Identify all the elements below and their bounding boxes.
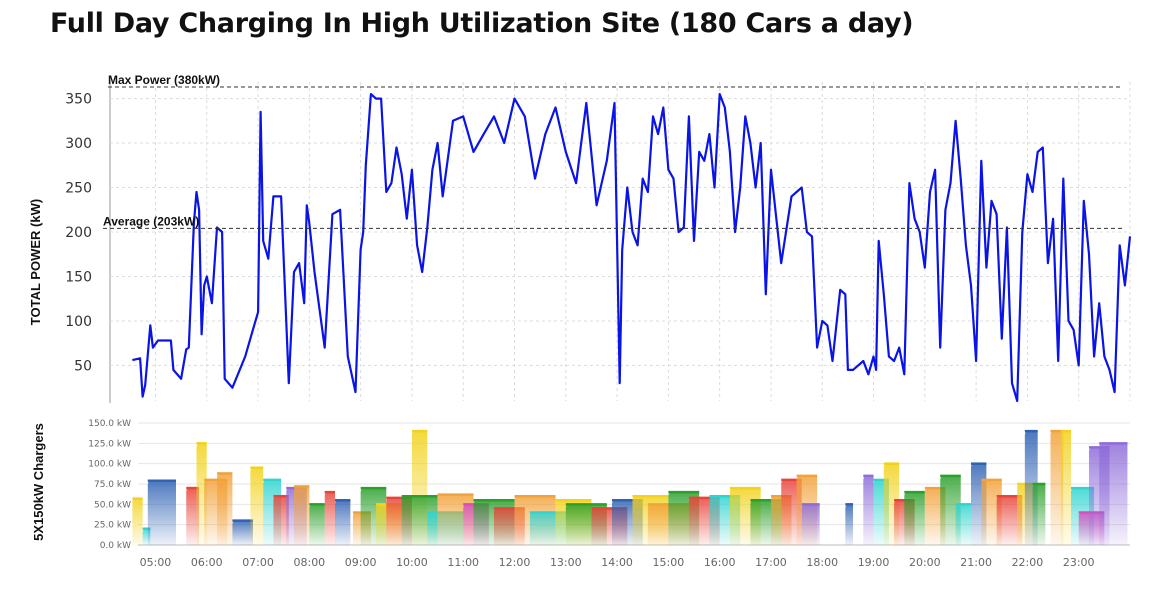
bottom-x-tick-label: 15:00 [653, 556, 685, 569]
top-y-axis-label: TOTAL POWER (kW) [28, 199, 43, 325]
average-label: Average (203kW) [103, 214, 199, 228]
charger-session-area [273, 496, 289, 545]
charger-session-area [863, 475, 874, 545]
bottom-x-tick-label: 11:00 [447, 556, 479, 569]
charger-session-area [250, 467, 264, 545]
charger-session-area [1099, 443, 1128, 545]
top-series-group [132, 92, 1132, 403]
bottom-y-tick-label: 75.0 kW [94, 480, 131, 490]
page-title: Full Day Charging In High Utilization Si… [50, 8, 914, 39]
bottom-x-tick-label: 22:00 [1012, 556, 1044, 569]
top-y-tick-label: 350 [65, 92, 92, 108]
bottom-y-tick-label: 25.0 kW [94, 521, 131, 531]
bottom-y-tick-label: 50.0 kW [94, 500, 131, 510]
bottom-y-tick-label: 125.0 kW [88, 439, 131, 449]
bottom-y-ticks: 0.0 kW 25.0 kW 50.0 kW 75.0 kW 100.0 kW 125.0… [88, 419, 131, 551]
bottom-y-tick-label: 150.0 kW [88, 419, 131, 429]
charger-session-area [1060, 431, 1072, 545]
charger-session-area [955, 504, 971, 545]
bottom-x-tick-label: 19:00 [858, 556, 890, 569]
bottom-x-tick-label: 10:00 [396, 556, 428, 569]
top-y-tick-label: 150 [65, 269, 92, 285]
bottom-x-tick-label: 20:00 [909, 556, 941, 569]
charger-session-area [996, 496, 1023, 545]
bottom-x-tick-label: 13:00 [550, 556, 582, 569]
bottom-x-tick-label: 17:00 [755, 556, 787, 569]
max-power-label: Max Power (380kW) [108, 73, 220, 87]
top-y-ticks: 50 100 150 200 250 300 350 [65, 92, 92, 375]
charger-session-area [1050, 431, 1064, 545]
bottom-sessions-group [132, 429, 1128, 545]
top-y-tick-label: 300 [65, 136, 92, 152]
total-power-series-line [132, 92, 1132, 403]
charger-session-area [309, 504, 325, 545]
bottom-y-tick-label: 100.0 kW [88, 460, 131, 470]
bottom-y-axis-label: 5X150kW Chargers [31, 423, 46, 541]
bottom-x-tick-label: 18:00 [806, 556, 838, 569]
total-power-line-chart: 50 100 150 200 250 300 350 Max Power (380kW) Av… [28, 73, 1132, 403]
charger-session-area [801, 504, 820, 545]
charger-session-area [334, 500, 351, 545]
bottom-x-tick-label: 07:00 [242, 556, 274, 569]
bottom-x-tick-label: 14:00 [601, 556, 633, 569]
top-y-tick-label: 250 [65, 181, 92, 197]
charger-session-area [132, 498, 143, 545]
top-y-tick-label: 200 [65, 225, 92, 241]
bottom-y-tick-label: 0.0 kW [100, 541, 131, 551]
charger-session-area [186, 488, 200, 545]
top-y-tick-label: 50 [74, 358, 92, 374]
bottom-x-tick-label: 21:00 [960, 556, 992, 569]
charger-session-area [217, 473, 233, 545]
bottom-x-tick-label: 08:00 [293, 556, 325, 569]
bottom-x-tick-label: 23:00 [1063, 556, 1095, 569]
bottom-x-tick-label: 06:00 [191, 556, 223, 569]
charger-session-area [324, 492, 335, 545]
charger-session-area [232, 520, 253, 545]
bottom-x-tick-label: 09:00 [345, 556, 377, 569]
bottom-x-tick-label: 05:00 [140, 556, 172, 569]
charger-session-area [904, 492, 925, 545]
top-y-tick-label: 100 [65, 314, 92, 330]
charger-session-area [845, 504, 854, 545]
bottom-x-tick-label: 16:00 [704, 556, 736, 569]
bottom-x-tick-label: 12:00 [499, 556, 531, 569]
bottom-x-ticks: 05:00 06:00 07:00 08:00 09:00 10:00 11:00 12:00… [140, 556, 1095, 569]
charger-session-area [1032, 484, 1046, 545]
reference-lines: Max Power (380kW) Average (203kW) [103, 73, 1122, 229]
charger-session-area [293, 486, 310, 545]
charger-session-area [147, 480, 176, 545]
